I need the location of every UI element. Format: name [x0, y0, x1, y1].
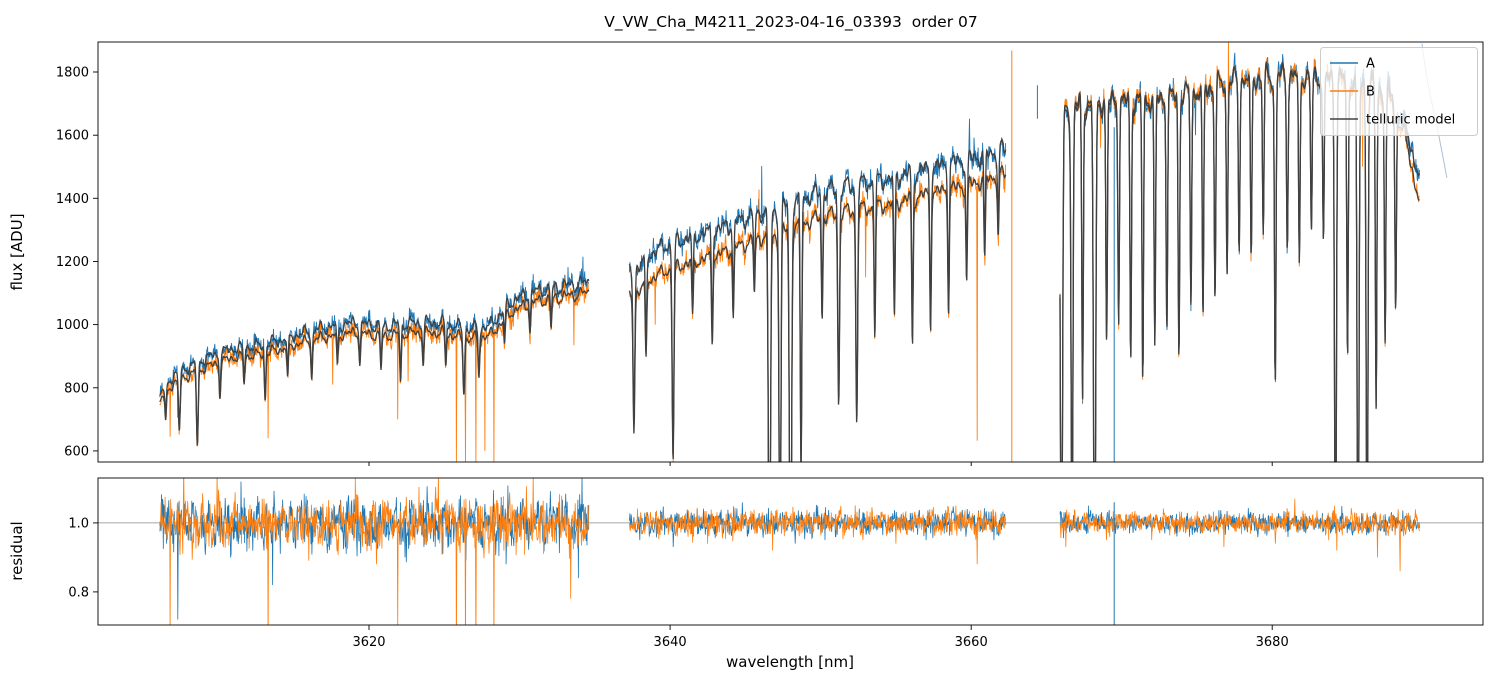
legend-box	[1320, 47, 1478, 136]
residual-panel-border	[97, 477, 1484, 626]
flux-panel-series	[159, 42, 1448, 462]
flux-panel-border	[97, 41, 1484, 463]
flux-tick-label: 600	[64, 444, 89, 459]
flux-tick-label: 1000	[56, 318, 89, 333]
x-tick-label: 3640	[654, 635, 687, 650]
legend-label-telluric: telluric model	[1366, 113, 1455, 128]
legend-label-a: A	[1366, 57, 1375, 72]
x-tick-label: 3620	[352, 635, 385, 650]
telluric-model-a-seg1	[628, 138, 1007, 462]
legend: A B telluric model	[1320, 47, 1478, 136]
plot-area: 600 800 1000 1200 1400 1600 1800 0.8 1.0 3620 3640…	[56, 41, 1484, 650]
flux-tick-label: 800	[64, 381, 89, 396]
telluric-model-b-seg0	[159, 286, 590, 446]
x-axis-label: wavelength [nm]	[726, 653, 854, 671]
flux-tick-label: 1400	[56, 192, 89, 207]
residual-b-seg2	[1059, 498, 1420, 572]
flux-tick-label: 1200	[56, 255, 89, 270]
residual-tick-label: 0.8	[68, 585, 89, 600]
flux-tick-label: 1800	[56, 66, 89, 81]
series-b-flux-seg0	[159, 277, 589, 462]
telluric-model-b-seg2	[1059, 63, 1420, 462]
x-tick-label: 3680	[1256, 635, 1289, 650]
x-tick-label: 3660	[955, 635, 988, 650]
residual-b-seg0	[159, 478, 590, 625]
legend-label-b: B	[1366, 85, 1375, 100]
chart-title: V_VW_Cha_M4211_2023-04-16_03393 order 07	[604, 13, 977, 32]
telluric-model-a-seg0	[159, 275, 590, 440]
residual-panel-series	[98, 478, 1483, 625]
residual-b-seg1	[629, 505, 1006, 565]
flux-tick-label: 1600	[56, 129, 89, 144]
telluric-model-b-seg1	[628, 165, 1007, 462]
residual-tick-label: 1.0	[68, 516, 89, 531]
flux-axis-label: flux [ADU]	[8, 213, 26, 290]
residual-axis-label: residual	[8, 521, 26, 580]
